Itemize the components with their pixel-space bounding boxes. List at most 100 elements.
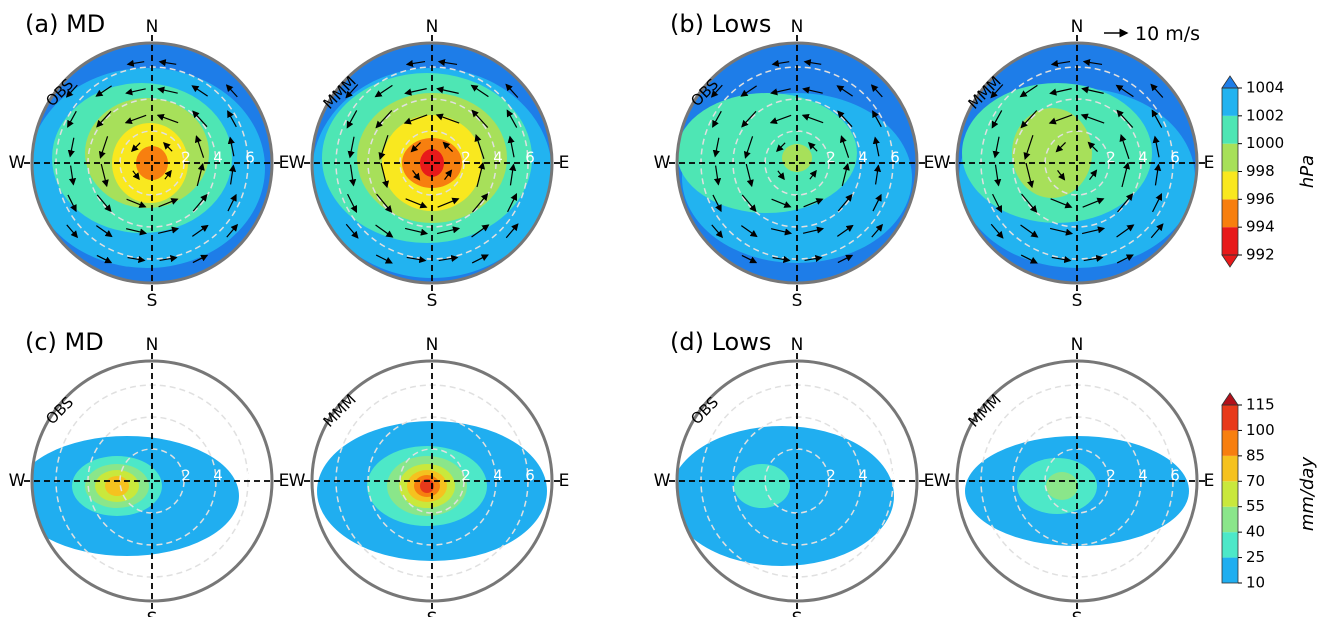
wind-vector: [163, 142, 173, 152]
wind-vector: [802, 86, 823, 94]
colorbar-tick-label: 115: [1246, 396, 1275, 414]
wind-vector: [837, 254, 854, 264]
direction-label: N: [791, 17, 804, 37]
wind-vector: [1150, 223, 1164, 239]
wind-vector: [507, 193, 517, 213]
wind-vector: [96, 254, 113, 264]
colorbar-band: [1222, 171, 1238, 200]
wind-vector: [156, 113, 179, 124]
direction-label: N: [426, 335, 439, 355]
wind-vector: [126, 59, 145, 67]
wind-vector: [444, 169, 453, 180]
direction-label: E: [924, 153, 935, 173]
ring-label: 2: [461, 149, 471, 167]
wind-vector: [506, 109, 518, 128]
wind-vector: [226, 223, 239, 238]
colorbar-band: [1222, 405, 1238, 431]
wind-vector: [98, 136, 109, 159]
direction-label: W: [654, 471, 671, 491]
colorbar-frame: [1221, 404, 1239, 584]
wind-vector: [771, 198, 792, 208]
colorbar-band: [1222, 532, 1238, 558]
wind-vector: [872, 110, 882, 128]
wind-vector: [476, 161, 486, 188]
colorbar-tick-label: 40: [1246, 523, 1265, 541]
wind-vector: [470, 84, 489, 98]
wind-vector: [1049, 88, 1072, 96]
wind-vector: [191, 224, 209, 237]
wind-vector: [770, 228, 793, 236]
wind-vector: [1089, 169, 1098, 180]
colorbar-tick-label: 998: [1246, 162, 1275, 180]
direction-label: E: [559, 153, 570, 173]
colorbar-tick-label: 1002: [1246, 106, 1284, 124]
wind-vector: [509, 163, 517, 186]
wind-vector: [1019, 84, 1038, 98]
wind-vector: [1080, 113, 1105, 124]
wind-vector: [67, 194, 77, 213]
wind-vector: [380, 162, 390, 189]
colorbar-band: [1222, 88, 1238, 116]
wind-vector: [507, 135, 515, 158]
ring-label: 2: [826, 467, 836, 485]
ring-label: 2: [1106, 467, 1116, 485]
colorbar-tick-label: 996: [1246, 190, 1275, 208]
ring-label: 4: [1138, 149, 1148, 167]
colorbar-tick-label: 10: [1246, 574, 1265, 592]
wind-vector: [158, 59, 177, 67]
direction-label: W: [9, 153, 26, 173]
wind-vector: [1150, 83, 1164, 98]
direction-label: N: [146, 17, 159, 37]
direction-label: W: [934, 153, 951, 173]
panel-title: (a) MD: [25, 10, 105, 38]
wind-vector: [1083, 254, 1104, 262]
wind-vector: [1119, 134, 1130, 159]
wind-vector: [374, 84, 393, 98]
outline: [30, 359, 274, 603]
ring-label: 4: [493, 149, 503, 167]
wind-vector: [125, 88, 146, 96]
direction-label: N: [791, 335, 804, 355]
wind-vector: [1115, 84, 1134, 98]
wind-vector: [378, 135, 389, 160]
direction-label: W: [9, 471, 26, 491]
wind-vector: [345, 223, 359, 239]
wind-vector: [375, 254, 393, 264]
wind-vector: [740, 85, 757, 97]
wind-vector: [741, 110, 757, 128]
wind-vector: [347, 193, 357, 213]
wind-vector: [991, 110, 1003, 129]
outline: [675, 41, 919, 285]
wind-vector: [713, 165, 722, 186]
colorbar-tick-label: 994: [1246, 218, 1275, 236]
wind-vector: [435, 113, 460, 124]
wind-vector: [95, 85, 112, 97]
wind-vector: [872, 136, 880, 157]
contour-fill: [420, 479, 434, 493]
contour-fill: [420, 149, 444, 177]
colorbar-band: [1222, 455, 1238, 482]
wind-vector: [710, 84, 723, 98]
wind-vector: [132, 170, 140, 181]
wind-vector: [347, 136, 355, 159]
ring-label: 6: [525, 467, 535, 485]
wind-vector: [808, 142, 818, 152]
wind-vector: [404, 227, 429, 236]
colorbar-label: mm/day: [1297, 457, 1318, 532]
wind-vector: [68, 165, 77, 186]
outline: [310, 41, 554, 285]
wind-vector: [836, 85, 853, 97]
direction-label: S: [792, 609, 803, 617]
ring-label: 6: [525, 149, 535, 167]
wind-vector: [837, 110, 853, 128]
contour-fill: [1046, 472, 1078, 500]
colorbar-tick-label: 85: [1246, 446, 1265, 464]
ring-label: 2: [181, 467, 191, 485]
wind-vector: [1050, 59, 1071, 68]
wind-vector: [1116, 254, 1134, 264]
ring-label: 4: [858, 149, 868, 167]
